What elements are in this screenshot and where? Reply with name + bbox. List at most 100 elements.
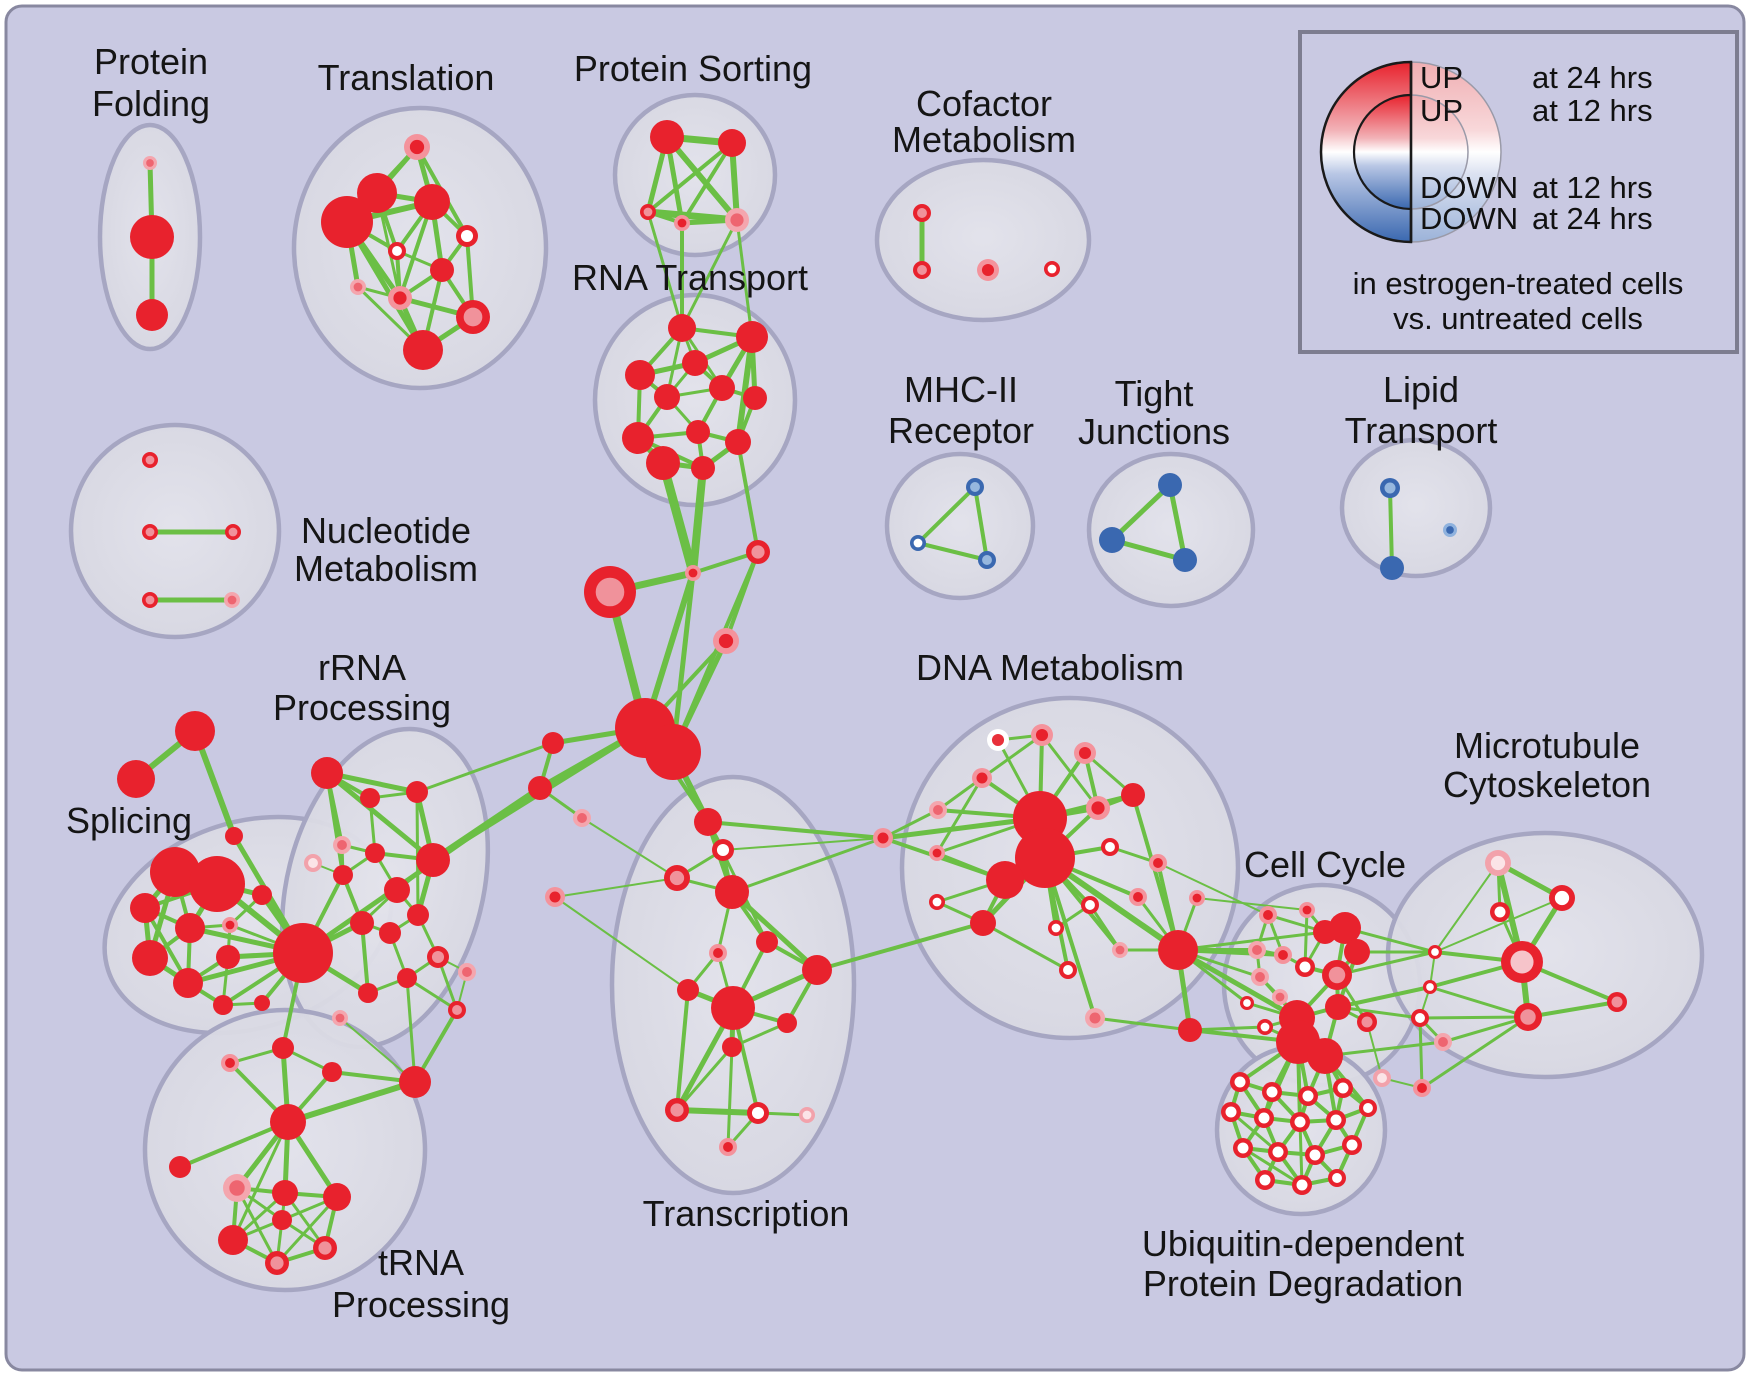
network-node-core-LT3 bbox=[1446, 526, 1454, 534]
network-edge bbox=[405, 976, 417, 1084]
network-edge bbox=[664, 134, 740, 223]
network-node-core-MH1 bbox=[970, 482, 980, 492]
network-node-T7 bbox=[430, 258, 454, 282]
network-node-S7 bbox=[173, 968, 203, 998]
network-edge bbox=[730, 836, 885, 894]
cluster-label-cell-cycle: Cell Cycle bbox=[1244, 844, 1406, 885]
network-node-core-NM2 bbox=[145, 527, 155, 537]
network-edge bbox=[722, 837, 884, 851]
network-node-TR1 bbox=[175, 711, 215, 751]
network-node-TR2 bbox=[117, 760, 155, 798]
network-node-RT7 bbox=[743, 386, 767, 410]
cluster-label-dna-metabolism: DNA Metabolism bbox=[916, 647, 1184, 688]
cluster-label-tight-junctions: Junctions bbox=[1078, 411, 1230, 452]
network-node-R2 bbox=[360, 788, 380, 808]
network-node-S2 bbox=[189, 856, 245, 912]
cluster-label-nucleotide-metabolism: Metabolism bbox=[294, 548, 478, 589]
network-node-core-M6 bbox=[1611, 996, 1623, 1008]
network-node-core-D1 bbox=[991, 733, 1005, 747]
network-node-S3 bbox=[130, 893, 160, 923]
network-node-core-H2 bbox=[688, 568, 698, 578]
legend-time-label-1: at 12 hrs bbox=[1532, 93, 1653, 128]
network-node-core-NM4 bbox=[145, 595, 155, 605]
network-node-core-CM4 bbox=[1047, 264, 1057, 274]
cluster-label-protein-sorting: Protein Sorting bbox=[574, 48, 812, 89]
network-node-LT2 bbox=[1380, 556, 1404, 580]
network-node-X9 bbox=[802, 955, 832, 985]
network-node-D12 bbox=[986, 861, 1024, 899]
network-node-PF3 bbox=[136, 299, 168, 331]
network-edge bbox=[916, 485, 977, 545]
network-edge bbox=[1388, 486, 1394, 570]
network-node-TJ1 bbox=[1158, 473, 1182, 497]
network-node-H8 bbox=[528, 776, 552, 800]
network-edge bbox=[726, 1045, 734, 1149]
network-node-core-R4 bbox=[337, 840, 347, 850]
network-node-X1 bbox=[694, 808, 722, 836]
cluster-label-trna-processing: Processing bbox=[332, 1284, 510, 1325]
cluster-label-lipid-transport: Lipid bbox=[1383, 369, 1459, 410]
network-node-core-S5 bbox=[225, 920, 235, 930]
cluster-label-protein-folding: Protein bbox=[94, 41, 208, 82]
network-node-S1 bbox=[150, 847, 200, 897]
network-edge bbox=[1298, 1120, 1304, 1187]
network-node-X11 bbox=[777, 1013, 797, 1033]
network-node-core-M2 bbox=[1554, 890, 1570, 906]
network-edge bbox=[729, 889, 820, 973]
cluster-label-splicing: Splicing bbox=[66, 800, 192, 841]
network-node-core-X16 bbox=[723, 1142, 733, 1152]
network-node-core-R13 bbox=[431, 950, 445, 964]
network-node-core-CM3 bbox=[981, 263, 995, 277]
network-node-core-H12 bbox=[549, 891, 561, 903]
network-node-core-NM1 bbox=[145, 455, 155, 465]
network-edge bbox=[1336, 1005, 1422, 1020]
network-node-D11 bbox=[1015, 828, 1075, 888]
network-node-core-U13 bbox=[1346, 1139, 1358, 1151]
network-node-core-T10 bbox=[463, 307, 483, 327]
network-node-core-C11 bbox=[1275, 992, 1285, 1002]
network-edge bbox=[178, 1120, 290, 1169]
network-node-core-P1 bbox=[229, 1180, 245, 1196]
network-node-core-U14 bbox=[1259, 1174, 1271, 1186]
network-node-PS1 bbox=[650, 120, 684, 154]
network-node-R11 bbox=[379, 922, 401, 944]
legend-ring-12h-strong bbox=[1352, 93, 1413, 211]
network-edge bbox=[1335, 950, 1437, 977]
network-node-core-D4 bbox=[976, 772, 988, 784]
network-node-D24 bbox=[1178, 1018, 1202, 1042]
network-edge bbox=[1175, 947, 1300, 1021]
network-node-core-C1 bbox=[1263, 910, 1273, 920]
legend: UP at 24 hrs UP at 12 hrs DOWN at 12 hrs DOWN a… bbox=[1298, 30, 1739, 354]
network-node-core-M5 bbox=[1520, 1009, 1536, 1025]
network-node-core-T8 bbox=[353, 282, 363, 292]
network-node-X5 bbox=[715, 875, 749, 909]
network-node-core-D21 bbox=[1063, 965, 1073, 975]
network-node-core-C12 bbox=[1243, 999, 1251, 1007]
network-edge bbox=[1418, 1015, 1530, 1020]
network-node-core-PS3 bbox=[643, 207, 653, 217]
network-node-core-D13 bbox=[1105, 842, 1115, 852]
network-node-P2 bbox=[272, 1180, 298, 1206]
network-edge bbox=[670, 570, 696, 755]
network-node-core-T9 bbox=[393, 291, 407, 305]
network-edge bbox=[1176, 930, 1327, 952]
network-node-core-MH3 bbox=[982, 555, 992, 565]
network-node-core-D15 bbox=[932, 897, 942, 907]
network-edge bbox=[1229, 1110, 1280, 1154]
cluster-label-mhc-ii-receptor: Receptor bbox=[888, 410, 1034, 451]
network-edge bbox=[554, 896, 689, 991]
network-node-R6 bbox=[333, 865, 353, 885]
network-edge bbox=[1526, 1000, 1619, 1019]
cluster-label-cofactor-metabolism: Cofactor bbox=[916, 83, 1052, 124]
network-node-core-U3 bbox=[1302, 1090, 1314, 1102]
network-edge bbox=[646, 210, 684, 330]
network-node-X8 bbox=[677, 979, 699, 1001]
legend-direction-label-0: UP bbox=[1420, 60, 1463, 95]
network-node-core-H9 bbox=[577, 813, 587, 823]
network-node-core-C10 bbox=[1255, 972, 1265, 982]
network-node-TL bbox=[169, 1156, 191, 1178]
network-node-TJ3 bbox=[1173, 548, 1197, 572]
network-edge bbox=[324, 770, 436, 863]
network-edge bbox=[1441, 1015, 1530, 1044]
network-node-S8 bbox=[216, 945, 240, 969]
